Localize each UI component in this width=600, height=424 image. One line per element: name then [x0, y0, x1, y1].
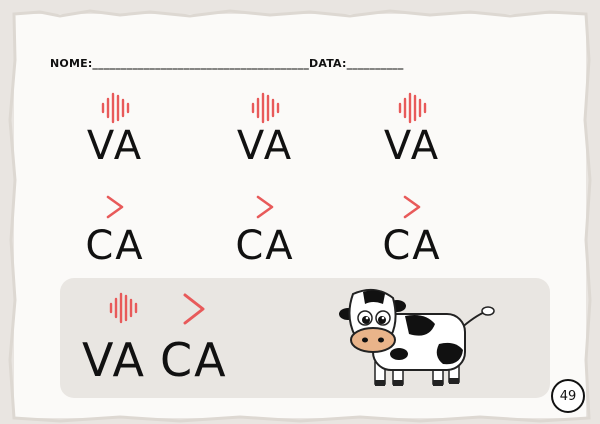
word-box — [60, 278, 550, 398]
syllable-card-ca-1: CA — [60, 194, 170, 266]
vibration-wave-icon — [398, 92, 427, 124]
name-date-line: NOME:___________________________________… — [50, 57, 404, 70]
syllable-label: VA — [236, 123, 294, 169]
chevron-right-icon — [183, 293, 205, 325]
word-syllable-ca: CA — [160, 333, 228, 387]
chevron-right-icon — [106, 195, 124, 219]
syllable-label: CA — [235, 223, 295, 269]
chevron-right-icon — [403, 195, 421, 219]
syllable-card-va-2: VA — [210, 92, 320, 166]
syllable-card-ca-2: CA — [210, 194, 320, 266]
syllable-label: CA — [382, 223, 442, 269]
syllable-label: CA — [85, 223, 145, 269]
syllable-card-va-1: VA — [60, 92, 170, 166]
word-syllable-va: VA — [82, 333, 146, 387]
cow-icon — [339, 288, 495, 386]
vibration-wave-icon — [251, 92, 280, 124]
page-number-badge: 49 — [551, 379, 585, 413]
syllable-label: VA — [383, 123, 441, 169]
vibration-wave-icon — [101, 92, 130, 124]
vibration-wave-icon — [109, 292, 138, 324]
syllable-card-ca-3: CA — [357, 194, 467, 266]
chevron-right-icon — [256, 195, 274, 219]
syllable-card-va-3: VA — [357, 92, 467, 166]
syllable-label: VA — [86, 123, 144, 169]
